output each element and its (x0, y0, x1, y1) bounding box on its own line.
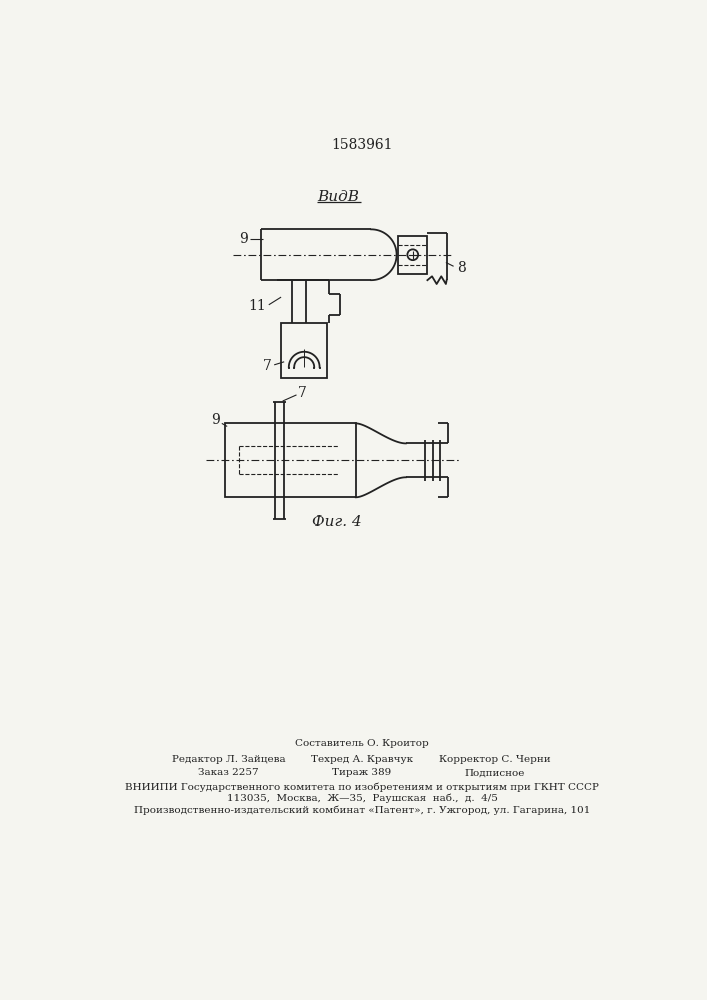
Text: 7: 7 (298, 386, 307, 400)
Text: 1583961: 1583961 (331, 138, 392, 152)
Text: Фиг. 4: Фиг. 4 (312, 515, 361, 529)
Bar (398, 235, 428, 274)
Text: Подписное: Подписное (464, 768, 525, 777)
Text: 8: 8 (457, 261, 465, 275)
Text: Редактор Л. Зайцева: Редактор Л. Зайцева (172, 755, 286, 764)
Text: 11: 11 (248, 299, 266, 313)
Bar (281, 323, 327, 378)
Text: 9: 9 (211, 413, 219, 427)
Text: Заказ 2257: Заказ 2257 (199, 768, 259, 777)
Text: ВидВ: ВидВ (317, 190, 359, 204)
Text: Тираж 389: Тираж 389 (332, 768, 392, 777)
Text: Техред А. Кравчук: Техред А. Кравчук (311, 755, 413, 764)
Text: Корректор С. Черни: Корректор С. Черни (438, 755, 550, 764)
Text: 113035,  Москва,  Ж—35,  Раушская  наб.,  д.  4/5: 113035, Москва, Ж—35, Раушская наб., д. … (226, 794, 498, 803)
Text: ВНИИПИ Государственного комитета по изобретениям и открытиям при ГКНТ СССР: ВНИИПИ Государственного комитета по изоб… (125, 782, 599, 792)
Text: Составитель О. Кроитор: Составитель О. Кроитор (295, 739, 429, 748)
Text: 7: 7 (263, 359, 272, 373)
Text: Производственно-издательский комбинат «Патент», г. Ужгород, ул. Гагарина, 101: Производственно-издательский комбинат «П… (134, 805, 590, 815)
Bar (225, 423, 356, 497)
Text: 9: 9 (239, 232, 248, 246)
